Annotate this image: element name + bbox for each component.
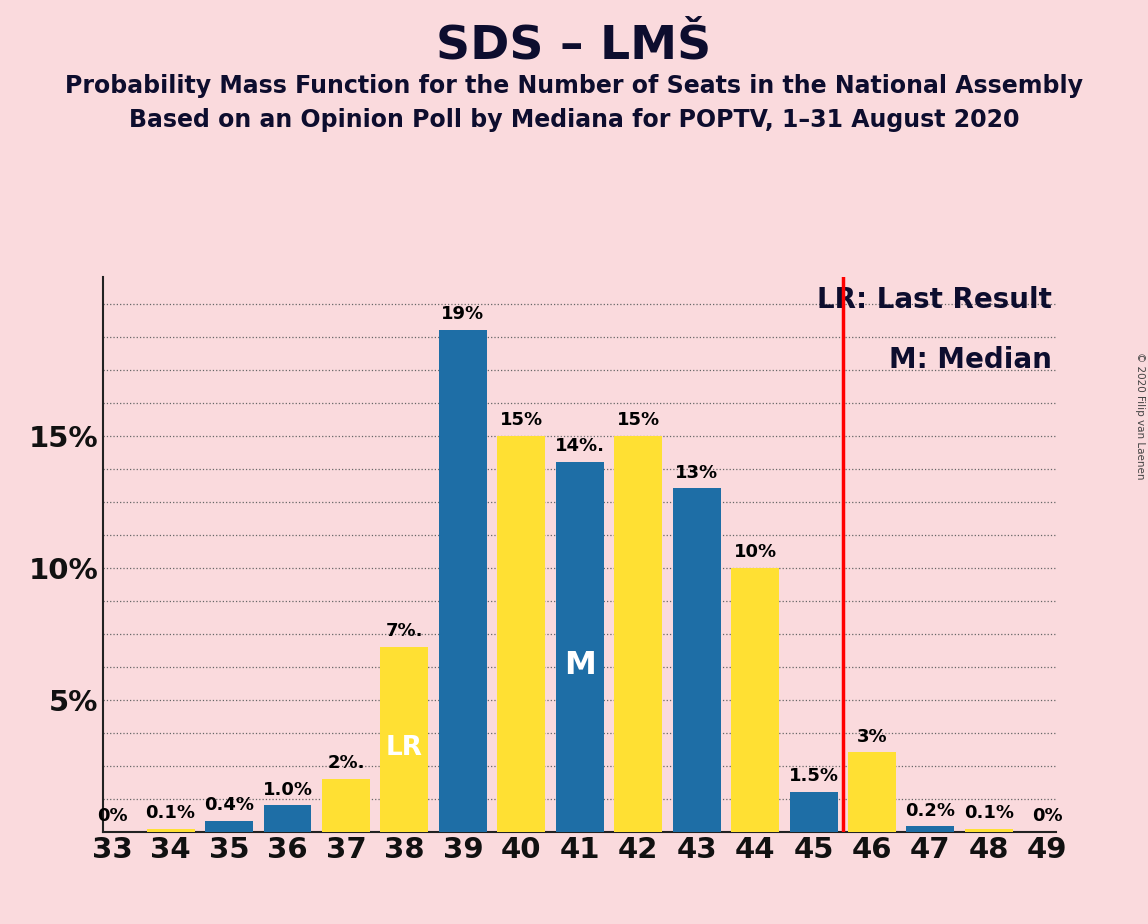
Text: 0%: 0% <box>96 807 127 825</box>
Bar <box>614 435 662 832</box>
Text: SDS – LMŠ: SDS – LMŠ <box>436 23 712 68</box>
Text: M: M <box>564 650 596 681</box>
Text: 0.2%: 0.2% <box>906 802 955 820</box>
Text: 0%: 0% <box>1032 807 1063 825</box>
Bar <box>497 435 545 832</box>
Text: 0.1%: 0.1% <box>964 805 1014 822</box>
Bar <box>321 779 370 832</box>
Text: 1.0%: 1.0% <box>263 781 312 798</box>
Text: 19%: 19% <box>441 306 484 323</box>
Bar <box>556 462 604 832</box>
Bar <box>965 829 1013 832</box>
Text: 2%.: 2%. <box>327 754 365 772</box>
Text: © 2020 Filip van Laenen: © 2020 Filip van Laenen <box>1135 352 1145 480</box>
Text: 10%: 10% <box>734 543 777 561</box>
Bar <box>147 829 194 832</box>
Text: M: Median: M: Median <box>889 346 1052 374</box>
Text: Probability Mass Function for the Number of Seats in the National Assembly: Probability Mass Function for the Number… <box>65 74 1083 98</box>
Bar <box>907 826 954 832</box>
Text: 1.5%: 1.5% <box>789 768 838 785</box>
Text: LR: Last Result: LR: Last Result <box>816 286 1052 313</box>
Text: 3%: 3% <box>856 728 887 746</box>
Bar <box>380 647 428 832</box>
Bar <box>848 752 895 832</box>
Text: 15%: 15% <box>616 411 660 429</box>
Bar <box>205 821 253 832</box>
Text: 0.4%: 0.4% <box>204 796 254 814</box>
Text: 0.1%: 0.1% <box>146 805 195 822</box>
Bar <box>439 330 487 832</box>
Text: 7%.: 7%. <box>386 622 424 640</box>
Text: 14%.: 14%. <box>554 437 605 456</box>
Bar <box>790 792 838 832</box>
Bar <box>731 567 779 832</box>
Bar <box>673 489 721 832</box>
Text: Based on an Opinion Poll by Mediana for POPTV, 1–31 August 2020: Based on an Opinion Poll by Mediana for … <box>129 108 1019 132</box>
Bar <box>264 805 311 832</box>
Text: 13%: 13% <box>675 464 719 481</box>
Text: 15%: 15% <box>499 411 543 429</box>
Text: LR: LR <box>386 736 422 761</box>
